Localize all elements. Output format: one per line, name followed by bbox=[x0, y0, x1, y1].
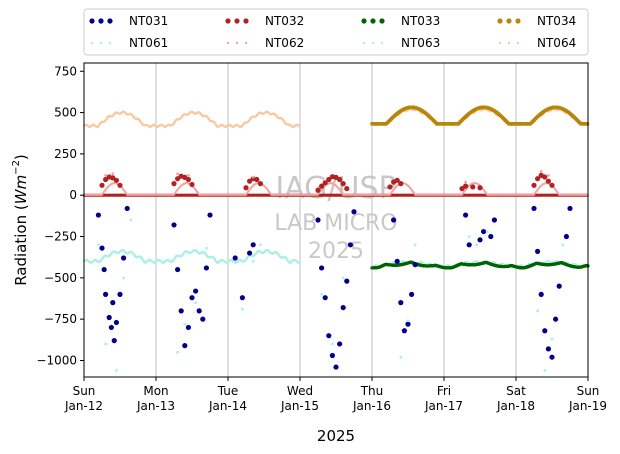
legend-marker bbox=[516, 41, 520, 45]
legend-marker bbox=[244, 41, 248, 45]
legend-marker bbox=[107, 18, 113, 24]
legend-marker bbox=[497, 18, 503, 24]
legend-label: NT062 bbox=[265, 36, 304, 50]
legend-marker bbox=[498, 41, 502, 45]
legend-marker bbox=[90, 41, 94, 45]
legend-marker bbox=[371, 41, 375, 45]
legend-entry-nt034: NT034 bbox=[497, 14, 576, 28]
legend-marker bbox=[89, 18, 95, 24]
legend-marker bbox=[226, 41, 230, 45]
legend-marker bbox=[515, 18, 521, 24]
legend-label: NT064 bbox=[537, 36, 576, 50]
legend-entry-nt064: NT064 bbox=[498, 36, 576, 50]
legend-marker bbox=[361, 18, 367, 24]
legend-marker bbox=[370, 18, 376, 24]
plot-area: IAG/USP LAB MICRO 2025 bbox=[82, 62, 590, 378]
legend-label: NT031 bbox=[129, 14, 168, 28]
legend-label: NT061 bbox=[129, 36, 168, 50]
watermark-line-2: LAB MICRO bbox=[274, 211, 397, 236]
legend-marker bbox=[379, 18, 385, 24]
legend-label: NT032 bbox=[265, 14, 304, 28]
legend-label: NT033 bbox=[401, 14, 440, 28]
legend-marker bbox=[234, 18, 240, 24]
series-nt064 bbox=[82, 110, 301, 128]
legend-label: NT034 bbox=[537, 14, 576, 28]
legend-marker bbox=[380, 41, 384, 45]
legend-entry-nt032: NT032 bbox=[225, 14, 304, 28]
legend-marker bbox=[99, 41, 103, 45]
legend: NT031 NT032 NT033 NT034 NT061 NT062 NT063 NT064 bbox=[83, 8, 589, 56]
legend-marker bbox=[506, 18, 512, 24]
legend-marker bbox=[98, 18, 104, 24]
legend-marker bbox=[362, 41, 366, 45]
legend-entry-nt031: NT031 bbox=[89, 14, 168, 28]
legend-marker bbox=[225, 18, 231, 24]
data-point bbox=[298, 125, 301, 128]
legend-entry-nt062: NT062 bbox=[226, 36, 304, 50]
legend-entry-nt033: NT033 bbox=[361, 14, 440, 28]
legend-label: NT063 bbox=[401, 36, 440, 50]
watermark-line-3: 2025 bbox=[308, 239, 364, 264]
data-point bbox=[298, 261, 301, 264]
legend-entry-nt063: NT063 bbox=[362, 36, 440, 50]
legend-entry-nt061: NT061 bbox=[90, 36, 168, 50]
legend-marker bbox=[108, 41, 112, 45]
series-curves bbox=[82, 105, 590, 270]
legend-marker bbox=[243, 18, 249, 24]
legend-marker bbox=[235, 41, 239, 45]
legend-marker bbox=[507, 41, 511, 45]
x-gridlines bbox=[155, 63, 517, 377]
